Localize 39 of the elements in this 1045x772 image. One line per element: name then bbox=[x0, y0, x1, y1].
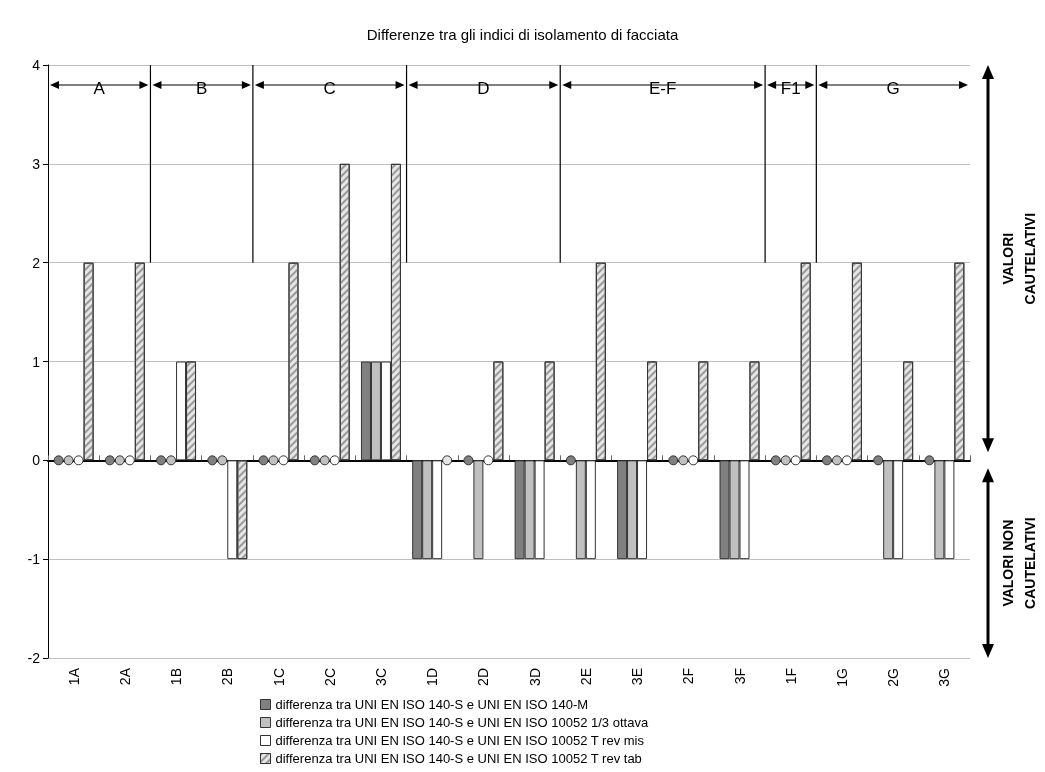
legend-label: differenza tra UNI EN ISO 140-S e UNI EN ISO 10052 T rev mis bbox=[275, 733, 645, 748]
y-tick-label: -2 bbox=[27, 650, 41, 666]
x-tick-label: 2B bbox=[219, 668, 236, 686]
y-tick-label: -1 bbox=[27, 551, 41, 568]
y-tick-label: 0 bbox=[32, 452, 41, 469]
x-tick-label: 3G bbox=[936, 668, 953, 687]
x-tick-label: 2E bbox=[577, 668, 594, 686]
x-tick-label: 1D bbox=[424, 668, 441, 686]
annotation: E-F bbox=[648, 78, 677, 98]
x-tick-label: 1A bbox=[65, 667, 82, 686]
y-tick-label: 4 bbox=[32, 57, 41, 73]
chart-title: Differenze tra gli indici di isolamento di facciata bbox=[366, 26, 679, 43]
y-tick-label: 3 bbox=[32, 155, 41, 172]
legend-label: differenza tra UNI EN ISO 140-S e UNI EN ISO 10052 1/3 ottava bbox=[275, 715, 649, 730]
x-tick-label: 1F bbox=[782, 668, 799, 685]
x-tick-label: 2A bbox=[116, 667, 133, 686]
x-tick-label: 3F bbox=[731, 668, 748, 685]
annotation: F1 bbox=[780, 78, 801, 98]
x-tick-label: 2F bbox=[680, 668, 697, 685]
legend-label: differenza tra UNI EN ISO 140-S e UNI EN ISO 140-M bbox=[275, 697, 589, 712]
x-tick-label: 2D bbox=[475, 668, 492, 686]
annotation: D bbox=[477, 78, 490, 98]
x-tick-label: 2C bbox=[321, 668, 338, 686]
x-tick-label: 3D bbox=[526, 668, 543, 686]
legend-label: differenza tra UNI EN ISO 140-S e UNI EN ISO 10052 T rev tab bbox=[275, 751, 642, 766]
x-tick-label: 2G bbox=[885, 668, 902, 687]
y-tick-label: 1 bbox=[32, 353, 41, 370]
annotation: C bbox=[323, 78, 336, 98]
x-tick-label: 1G bbox=[833, 668, 850, 687]
annotation: B bbox=[195, 78, 208, 98]
x-tick-label: 3C bbox=[372, 668, 389, 686]
x-tick-label: 3E bbox=[629, 668, 646, 686]
x-tick-label: 1C bbox=[270, 668, 287, 686]
y-tick-label: 2 bbox=[32, 254, 41, 271]
x-tick-label: 1B bbox=[168, 668, 185, 686]
text: VALORI CAUTELATIVI bbox=[1000, 212, 1038, 305]
annotation: A bbox=[93, 78, 106, 98]
text: VALORI NON CAUTELATIVI bbox=[1000, 517, 1038, 609]
annotation: G bbox=[886, 78, 900, 98]
